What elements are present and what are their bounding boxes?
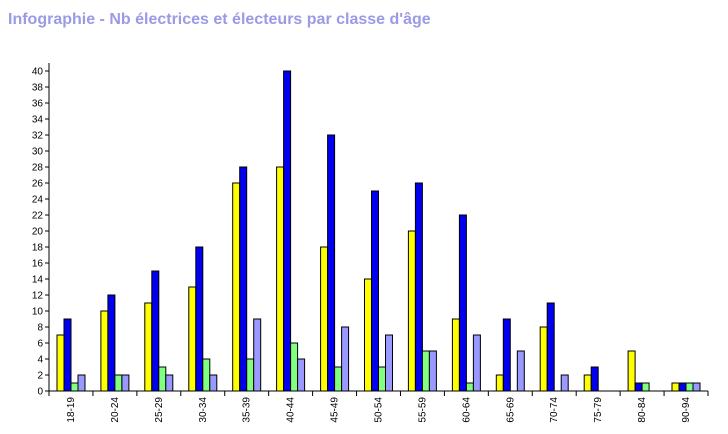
bar-40-44-s4 [297,358,306,392]
bar-65-69-s4 [516,350,525,392]
bar-65-69-s2 [502,318,511,392]
bar-90-94-s4 [692,382,701,392]
bar-20-24-s3 [114,374,123,392]
bar-80-84-s2 [634,382,643,392]
bar-60-64-s2 [458,214,467,392]
y-tick-label-0: 0 [37,387,43,398]
category-label-40-44: 40-44 [286,397,297,423]
category-label-30-34: 30-34 [198,397,209,423]
y-tick-label-30: 30 [32,147,44,158]
category-label-80-84: 80-84 [637,397,648,423]
y-tick-label-34: 34 [32,115,44,126]
bar-25-29-s4 [165,374,174,392]
bar-50-54-s4 [385,334,393,392]
bar-25-29-s1 [144,302,153,392]
bar-50-54-s1 [364,278,372,392]
y-tick-label-14: 14 [32,275,44,286]
bar-20-24-s2 [107,294,116,392]
bar-45-49-s1 [320,246,329,392]
bar-50-54-s2 [371,190,379,392]
bar-50-54-s3 [378,366,386,392]
y-tick-label-40: 40 [32,67,44,78]
bar-18-19-s3 [70,382,79,392]
bar-35-39-s2 [239,166,248,392]
bar-55-59-s3 [421,350,430,392]
y-tick-label-2: 2 [37,371,43,382]
bar-55-59-s4 [428,350,437,392]
category-label-20-24: 20-24 [110,397,121,423]
bar-70-74-s1 [539,326,548,392]
bar-55-59-s2 [414,182,423,392]
bar-35-39-s4 [253,318,262,392]
y-tick-label-6: 6 [37,339,43,350]
bar-18-19-s2 [63,318,72,392]
bar-20-24-s1 [100,310,109,392]
bar-90-94-s1 [671,382,680,392]
y-tick-label-18: 18 [32,243,44,254]
category-label-50-54: 50-54 [374,397,385,423]
bar-45-49-s2 [327,134,336,392]
bar-40-44-s1 [276,166,285,392]
y-tick-label-36: 36 [32,99,44,110]
y-tick-label-12: 12 [32,291,44,302]
bar-55-59-s1 [407,230,416,392]
bar-70-74-s4 [560,374,569,392]
axes-layer: 024681012141618202224262830323436384018-… [32,63,709,423]
bar-30-34-s2 [195,246,204,392]
bar-80-84-s1 [627,350,636,392]
y-tick-label-4: 4 [37,355,43,366]
category-label-35-39: 35-39 [242,397,253,423]
category-label-65-69: 65-69 [505,397,516,423]
y-tick-label-10: 10 [32,307,44,318]
category-label-70-74: 70-74 [549,397,560,423]
bar-35-39-s3 [246,358,255,392]
bar-75-79-s1 [583,374,592,392]
bar-30-34-s1 [188,286,197,392]
category-label-25-29: 25-29 [154,397,165,423]
category-label-75-79: 75-79 [593,397,604,423]
category-label-55-59: 55-59 [417,397,428,423]
bars-layer [56,70,701,392]
chart-title: Infographie - Nb électrices et électeurs… [8,11,431,28]
bar-20-24-s4 [121,374,130,392]
bar-90-94-s2 [678,382,687,392]
y-tick-label-38: 38 [32,83,44,94]
y-tick-label-22: 22 [32,211,44,222]
category-label-60-64: 60-64 [461,397,472,423]
y-tick-label-16: 16 [32,259,44,270]
bar-40-44-s3 [290,342,299,392]
bar-25-29-s2 [151,270,160,392]
bar-45-49-s4 [341,326,350,392]
bar-80-84-s3 [641,382,650,392]
bar-40-44-s2 [283,70,292,392]
bar-65-69-s1 [495,374,504,392]
bar-18-19-s1 [56,334,65,392]
bar-60-64-s1 [451,318,460,392]
bar-60-64-s4 [472,334,481,392]
bar-75-79-s2 [590,366,599,392]
bar-30-34-s4 [209,374,218,392]
bar-45-49-s3 [334,366,343,392]
y-tick-label-20: 20 [32,227,44,238]
y-tick-label-28: 28 [32,163,44,174]
bar-35-39-s1 [232,182,241,392]
category-label-90-94: 90-94 [681,397,692,423]
y-tick-label-32: 32 [32,131,44,142]
category-label-18-19: 18-19 [66,397,77,423]
y-tick-label-26: 26 [32,179,44,190]
bar-30-34-s3 [202,358,211,392]
bar-18-19-s4 [77,374,86,392]
y-tick-label-8: 8 [37,323,43,334]
bar-70-74-s2 [546,302,555,392]
bar-25-29-s3 [158,366,167,392]
y-tick-label-24: 24 [32,195,44,206]
bar-90-94-s3 [685,382,694,392]
category-label-45-49: 45-49 [330,397,341,423]
bar-60-64-s3 [465,382,474,392]
